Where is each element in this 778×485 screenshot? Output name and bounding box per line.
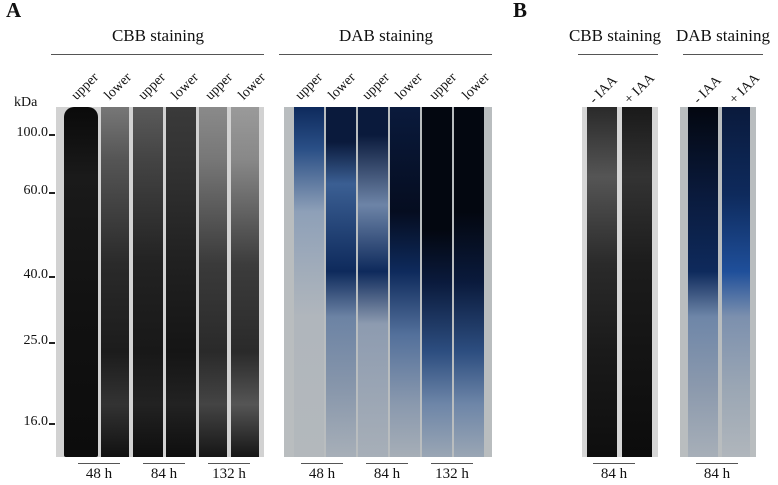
marker-100: 100.0 <box>16 125 49 140</box>
gel-lane <box>326 107 356 457</box>
marker-tick <box>49 342 55 344</box>
gel-lane <box>133 107 163 457</box>
panel-b-dab-title: DAB staining <box>676 26 770 45</box>
time-label-dab-48h: 48 h <box>308 466 336 482</box>
time-label-dab-132h: 132 h <box>435 466 469 482</box>
time-label-cbb-48h: 48 h <box>85 466 113 482</box>
time-label-b-cbb-84h: 84 h <box>600 466 628 482</box>
time-rule <box>366 463 408 465</box>
panel-b-letter: B <box>513 0 528 22</box>
time-rule <box>431 463 473 465</box>
lane-label: lower <box>459 70 493 104</box>
time-label-dab-84h: 84 h <box>373 466 401 482</box>
gel-lane <box>722 107 750 457</box>
panel-b-cbb-rule <box>578 54 658 56</box>
marker-tick <box>49 423 55 425</box>
gel-lane <box>199 107 227 457</box>
panel-b-dab-rule <box>683 54 763 56</box>
marker-tick <box>49 276 55 278</box>
gel-lane <box>358 107 388 457</box>
time-label-cbb-132h: 132 h <box>212 466 246 482</box>
marker-tick <box>49 134 55 136</box>
lane-label: - IAA <box>690 73 725 108</box>
lane-label: upper <box>202 70 236 104</box>
marker-60: 60.0 <box>23 183 49 198</box>
lane-label: upper <box>68 70 102 104</box>
lane-label: - IAA <box>586 73 621 108</box>
panel-a-dab-title: DAB staining <box>339 26 433 45</box>
lane-label: upper <box>359 70 393 104</box>
panel-a-letter: A <box>6 0 22 22</box>
marker-40: 40.0 <box>23 267 49 282</box>
gel-lane <box>101 107 129 457</box>
lane-label: upper <box>426 70 460 104</box>
gel-lane <box>422 107 452 457</box>
gel-lane <box>454 107 484 457</box>
panel-b-cbb-title: CBB staining <box>568 26 662 45</box>
gel-lane <box>231 107 259 457</box>
gel-lane <box>587 107 617 457</box>
time-label-b-dab-84h: 84 h <box>703 466 731 482</box>
lane-label: lower <box>168 70 202 104</box>
gel-dab-b <box>680 107 756 457</box>
marker-16: 16.0 <box>23 414 49 429</box>
gel-cbb-b <box>582 107 658 457</box>
gel-lane <box>64 107 98 457</box>
gel-lane <box>294 107 324 457</box>
lane-label: + IAA <box>621 71 658 108</box>
time-rule <box>301 463 343 465</box>
lane-label: lower <box>101 70 135 104</box>
lane-label: lower <box>392 70 426 104</box>
lane-label: upper <box>292 70 326 104</box>
gel-cbb-a <box>56 107 264 457</box>
lane-label: lower <box>325 70 359 104</box>
lane-label: + IAA <box>726 71 763 108</box>
panel-a-cbb-rule <box>51 54 264 56</box>
gel-lane <box>688 107 718 457</box>
panel-a-cbb-title: CBB staining <box>111 26 205 45</box>
panel-a-dab-rule <box>279 54 492 56</box>
marker-tick <box>49 192 55 194</box>
gel-lane <box>390 107 420 457</box>
gel-lane <box>166 107 196 457</box>
lane-label: lower <box>235 70 269 104</box>
marker-25: 25.0 <box>23 333 49 348</box>
time-rule <box>143 463 185 465</box>
lane-label: upper <box>135 70 169 104</box>
time-rule <box>78 463 120 465</box>
time-label-cbb-84h: 84 h <box>150 466 178 482</box>
time-rule <box>208 463 250 465</box>
gel-lane <box>622 107 652 457</box>
marker-unit: kDa <box>14 95 38 110</box>
gel-dab-a <box>284 107 492 457</box>
time-rule <box>593 463 635 465</box>
time-rule <box>696 463 738 465</box>
